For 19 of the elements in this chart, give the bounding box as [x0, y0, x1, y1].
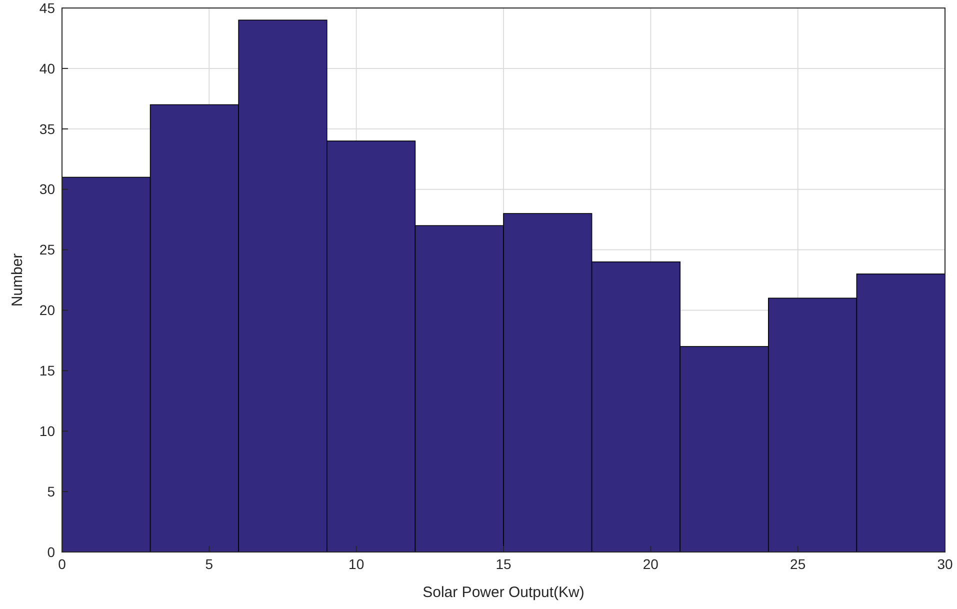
x-tick-label: 20 — [642, 556, 659, 572]
y-tick-label: 10 — [39, 423, 56, 440]
y-tick-label: 20 — [39, 302, 56, 318]
x-tick-label: 5 — [205, 556, 214, 572]
x-tick-label: 25 — [790, 556, 806, 572]
y-tick-label: 45 — [39, 0, 56, 16]
x-tick-label: 30 — [937, 556, 953, 572]
y-tick-label: 5 — [47, 483, 56, 500]
y-tick-label: 25 — [39, 242, 56, 258]
x-tick-label: 0 — [58, 556, 66, 572]
y-axis-title: Number — [9, 253, 26, 307]
x-tick-label: 15 — [496, 556, 512, 572]
y-tick-label: 35 — [39, 120, 56, 137]
y-tick-label: 0 — [47, 544, 56, 560]
y-tick-label: 40 — [39, 60, 56, 76]
y-tick-label: 15 — [39, 362, 56, 379]
x-axis-title: Solar Power Output(Kw) — [422, 584, 584, 601]
x-tick-label: 10 — [348, 556, 364, 572]
y-tick-label: 30 — [39, 181, 56, 198]
